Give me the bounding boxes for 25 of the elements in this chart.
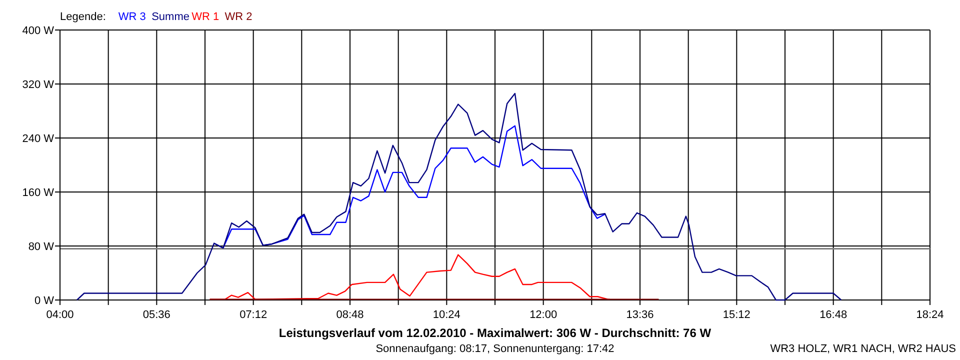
x-tick-label: 16:48 — [820, 309, 848, 321]
x-tick-label: 18:24 — [916, 309, 944, 321]
y-tick-label: 160 W — [22, 187, 55, 199]
text: WR 2 — [224, 11, 252, 23]
x-tick-label: 04:00 — [46, 309, 74, 321]
text: Sonnenaufgang: 08:17, Sonnenuntergang: 17:42 — [376, 343, 614, 355]
text: Summe — [152, 11, 190, 23]
text: WR 3 — [118, 11, 146, 23]
line-series — [76, 92, 842, 301]
y-tick-label: 320 W — [22, 79, 55, 91]
y-tick-label: 0 W — [34, 295, 55, 307]
text: WR 1 — [192, 11, 220, 23]
x-tick-label: 15:12 — [722, 309, 750, 321]
x-tick-label: 12:00 — [530, 309, 558, 321]
x-tick-label: 05:36 — [142, 309, 170, 321]
x-tick-label: 08:48 — [336, 309, 364, 321]
text: Leistungsverlauf vom 12.02.2010 - Maximalwert: 306 W - Durchschnitt: 76 W — [278, 326, 712, 340]
legend-title: Legende: — [60, 11, 106, 23]
y-tick-label: 400 W — [22, 25, 55, 37]
x-tick-label: 10:24 — [432, 309, 460, 321]
text: WR3 HOLZ, WR1 NACH, WR2 HAUS — [770, 343, 956, 355]
x-tick-label: 13:36 — [626, 309, 654, 321]
y-tick-label: 240 W — [22, 133, 55, 145]
x-tick-label: 07:12 — [240, 309, 268, 321]
y-tick-label: 80 W — [28, 241, 55, 253]
